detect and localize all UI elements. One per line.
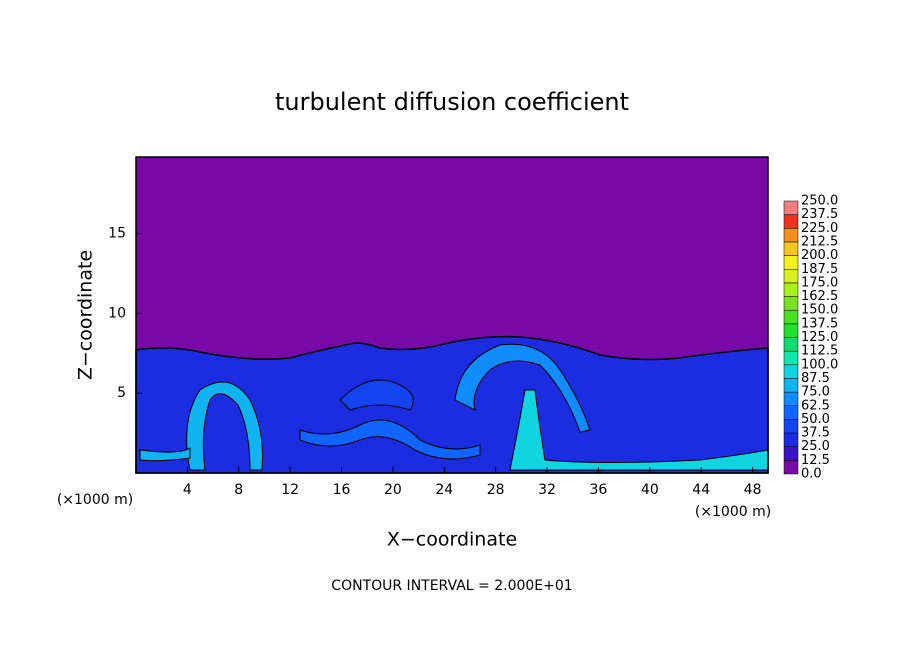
colorbar-box xyxy=(783,214,799,229)
colorbar-box xyxy=(783,419,799,434)
colorbar-box xyxy=(783,364,799,379)
y-tick-label: 10 xyxy=(108,305,126,321)
colorbar-box xyxy=(783,350,799,366)
plot-frame xyxy=(135,156,769,474)
y-tick-label: 15 xyxy=(108,226,126,242)
colorbar-label: 50.0 xyxy=(801,412,830,427)
colorbar-box xyxy=(783,378,799,393)
y-unit-label: (×1000 m) xyxy=(57,492,133,508)
colorbar-box xyxy=(783,337,799,352)
colorbar-label: 187.5 xyxy=(801,262,838,277)
x-tick-label: 36 xyxy=(590,482,608,498)
field-region xyxy=(454,343,591,433)
colorbar-box xyxy=(783,391,799,407)
colorbar-label: 175.0 xyxy=(801,275,838,290)
colorbar-label: 0.0 xyxy=(801,467,822,482)
colorbar-label: 237.5 xyxy=(801,207,838,222)
x-tick-label: 44 xyxy=(692,482,710,498)
colorbar-box xyxy=(783,432,799,447)
colorbar-box xyxy=(783,446,799,461)
colorbar-box xyxy=(783,309,799,325)
x-tick-label: 4 xyxy=(183,482,192,498)
x-axis-label: X−coordinate xyxy=(387,529,517,551)
x-tick-label: 12 xyxy=(281,482,299,498)
colorbar-label: 37.5 xyxy=(801,426,830,441)
x-tick-label: 16 xyxy=(333,482,351,498)
footer: CONTOUR INTERVAL = 2.000E+01 xyxy=(331,578,572,594)
x-tick-label: 20 xyxy=(384,482,402,498)
field-region xyxy=(509,389,769,471)
colorbar-label: 75.0 xyxy=(801,385,830,400)
colorbar-label: 225.0 xyxy=(801,221,838,236)
colorbar-label: 112.5 xyxy=(801,344,838,359)
colorbar-box xyxy=(783,460,799,475)
colorbar-box xyxy=(783,323,799,338)
colorbar-label: 125.0 xyxy=(801,330,838,345)
colorbar-label: 212.5 xyxy=(801,234,838,249)
x-tick-label: 28 xyxy=(487,482,505,498)
colorbar-box xyxy=(783,282,799,297)
colorbar-label: 62.5 xyxy=(801,398,830,413)
colorbar-label: 25.0 xyxy=(801,439,830,454)
x-tick-label: 40 xyxy=(641,482,659,498)
x-tick-label: 32 xyxy=(538,482,556,498)
colorbar-label: 150.0 xyxy=(801,303,838,318)
colorbar-box xyxy=(783,405,799,420)
colorbar-label: 12.5 xyxy=(801,453,830,468)
field-region xyxy=(135,335,769,474)
colorbar-label: 87.5 xyxy=(801,371,830,386)
colorbar-label: 250.0 xyxy=(801,194,838,209)
colorbar-box xyxy=(783,269,799,284)
field-region xyxy=(339,379,414,411)
colorbar-label: 200.0 xyxy=(801,248,838,263)
colorbar-box xyxy=(783,241,799,256)
x-unit-label: (×1000 m) xyxy=(695,504,771,520)
colorbar-box xyxy=(783,296,799,311)
field-region xyxy=(186,381,263,471)
x-tick-label: 48 xyxy=(744,482,762,498)
colorbar-box xyxy=(783,228,799,243)
y-tick-label: 5 xyxy=(117,385,126,401)
colorbar: 0.012.525.037.550.062.575.087.5100.0112.… xyxy=(783,194,838,482)
x-tick-label: 24 xyxy=(435,482,453,498)
colorbar-box xyxy=(783,255,799,270)
colorbar-box xyxy=(783,200,799,215)
colorbar-label: 100.0 xyxy=(801,357,838,372)
chart-title: turbulent diffusion coefficient xyxy=(275,88,629,116)
colorbar-label: 162.5 xyxy=(801,289,838,304)
field xyxy=(135,157,769,474)
colorbar-label: 137.5 xyxy=(801,316,838,331)
field-region xyxy=(139,447,191,462)
y-axis-label: Z−coordinate xyxy=(75,250,97,380)
x-tick-label: 8 xyxy=(234,482,243,498)
field-region xyxy=(299,419,481,460)
